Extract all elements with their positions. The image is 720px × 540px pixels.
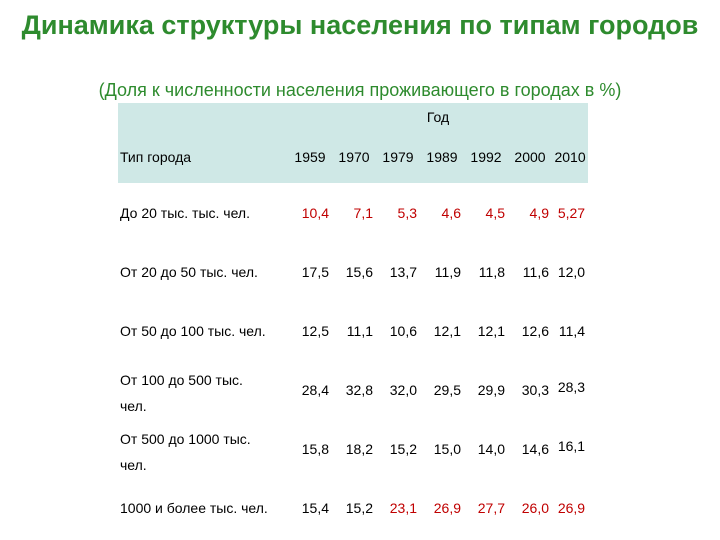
header-corner-cell <box>118 103 288 131</box>
year-cell: 1970 <box>332 131 376 184</box>
type-header: Тип города <box>118 131 288 184</box>
value-cell: 4,5 <box>464 183 508 243</box>
value-cell: 15,2 <box>376 419 420 479</box>
value-cell: 15,6 <box>332 242 376 302</box>
value-cell: 16,1 <box>552 416 589 476</box>
year-header: Год <box>288 103 589 131</box>
value-cell: 5,3 <box>376 183 420 243</box>
value-cell: 10,4 <box>288 183 332 243</box>
value-cell: 28,3 <box>552 357 589 417</box>
row-label: От 20 до 50 тыс. чел. <box>118 242 288 302</box>
table-row: От 20 до 50 тыс. чел. 17,5 15,6 13,7 11,9 11,… <box>118 242 589 302</box>
value-cell: 32,0 <box>376 360 420 420</box>
value-cell: 29,9 <box>464 360 508 420</box>
value-cell: 26,9 <box>420 478 464 537</box>
table-row: От 500 до 1000 тыс. чел. 15,8 18,2 15,2 15,0 1… <box>118 416 589 479</box>
value-cell: 11,8 <box>464 242 508 302</box>
value-cell: 28,4 <box>288 360 332 420</box>
value-cell: 15,8 <box>288 419 332 479</box>
value-cell: 14,6 <box>508 419 552 479</box>
value-cell: 12,1 <box>464 301 508 361</box>
table-row: 1000 и более тыс. чел. 15,4 15,2 23,1 26,9 27… <box>118 478 589 537</box>
value-cell: 11,9 <box>420 242 464 302</box>
row-label-line-1: От 500 до 1000 тыс. <box>120 431 251 447</box>
value-cell: 32,8 <box>332 360 376 420</box>
value-cell: 26,0 <box>508 478 552 537</box>
value-cell: 12,0 <box>552 242 589 302</box>
year-cell: 1959 <box>288 131 332 184</box>
value-cell: 15,4 <box>288 478 332 537</box>
year-cell: 1989 <box>420 131 464 184</box>
value-cell: 17,5 <box>288 242 332 302</box>
value-cell: 23,1 <box>376 478 420 537</box>
value-cell: 29,5 <box>420 360 464 420</box>
value-cell: 15,0 <box>420 419 464 479</box>
year-cell: 2000 <box>508 131 552 184</box>
value-cell: 18,2 <box>332 419 376 479</box>
row-label-line-1: От 100 до 500 тыс. <box>120 372 243 388</box>
value-cell: 27,7 <box>464 478 508 537</box>
value-cell: 11,1 <box>332 301 376 361</box>
value-cell: 12,6 <box>508 301 552 361</box>
table-row: От 100 до 500 тыс. чел. 28,4 32,8 32,0 29,5 29… <box>118 357 589 420</box>
value-cell: 5,27 <box>552 183 589 243</box>
year-cell: 2010 <box>552 131 589 184</box>
value-cell: 13,7 <box>376 242 420 302</box>
value-cell: 4,9 <box>508 183 552 243</box>
value-cell: 4,6 <box>420 183 464 243</box>
year-cell: 1992 <box>464 131 508 184</box>
row-label-line-2: чел. <box>120 398 147 414</box>
value-cell: 26,9 <box>552 478 589 537</box>
row-label: От 500 до 1000 тыс. чел. <box>118 419 288 479</box>
row-label: От 50 до 100 тыс. чел. <box>118 301 288 361</box>
value-cell: 11,4 <box>552 301 589 361</box>
value-cell: 7,1 <box>332 183 376 243</box>
row-label: До 20 тыс. тыс. чел. <box>118 183 288 243</box>
value-cell: 12,1 <box>420 301 464 361</box>
value-cell: 14,0 <box>464 419 508 479</box>
row-label-line-2: чел. <box>120 457 147 473</box>
table-row: До 20 тыс. тыс. чел. 10,4 7,1 5,3 4,6 4,5 4,9 5… <box>118 183 589 243</box>
value-cell: 10,6 <box>376 301 420 361</box>
value-cell: 11,6 <box>508 242 552 302</box>
page-title: Динамика структуры населения по типам го… <box>21 10 699 40</box>
population-table: Год Тип города 1959 1970 1979 1989 1992 2000 2… <box>118 103 589 537</box>
row-label: От 100 до 500 тыс. чел. <box>118 360 288 420</box>
value-cell: 15,2 <box>332 478 376 537</box>
row-label: 1000 и более тыс. чел. <box>118 478 288 537</box>
year-cell: 1979 <box>376 131 420 184</box>
value-cell: 30,3 <box>508 360 552 420</box>
page-subtitle: (Доля к численности населения проживающе… <box>98 80 622 100</box>
table-row: От 50 до 100 тыс. чел. 12,5 11,1 10,6 12,1 12… <box>118 301 589 361</box>
value-cell: 12,5 <box>288 301 332 361</box>
